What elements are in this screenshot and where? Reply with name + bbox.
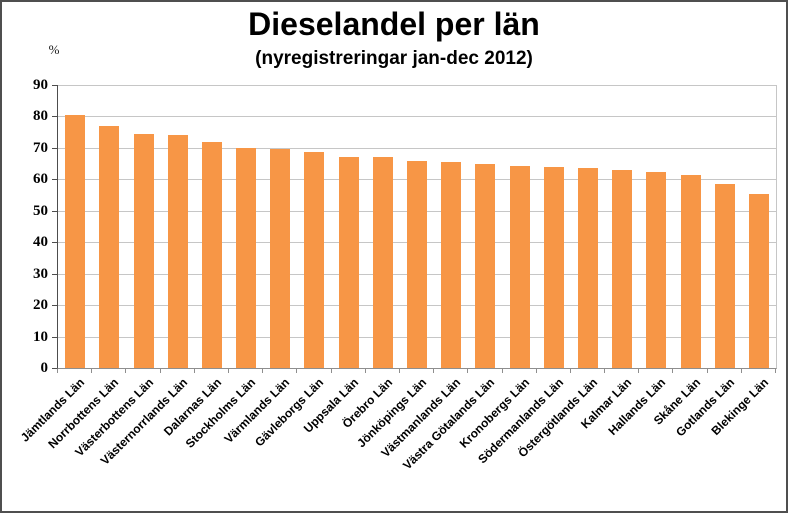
y-axis-tick (52, 305, 57, 306)
y-axis-tick (52, 179, 57, 180)
y-axis-tick (52, 368, 57, 369)
x-axis-tick (159, 369, 161, 373)
bar-15 (543, 167, 564, 368)
chart-title: Dieselandel per län (248, 6, 540, 42)
y-axis-unit-label: % (48, 42, 60, 57)
bar-5 (201, 141, 222, 368)
x-axis-tick (638, 369, 640, 373)
bar-11 (407, 161, 427, 368)
x-axis-tick (775, 369, 776, 373)
bar-4 (167, 135, 188, 368)
y-axis-tick-label: 20 (33, 297, 48, 313)
y-axis-tick-label: 90 (33, 77, 48, 93)
y-axis-tick-label: 40 (33, 234, 48, 250)
bar-17 (612, 169, 633, 368)
y-axis-tick-label: 70 (33, 140, 48, 156)
plot-area (57, 85, 777, 369)
x-axis-tick (467, 369, 469, 373)
bar-9 (338, 157, 359, 368)
bar-21 (748, 193, 769, 368)
x-axis-tick (501, 369, 503, 373)
x-axis-tick (706, 369, 708, 373)
gridline-80 (58, 116, 776, 117)
bar-16 (578, 168, 598, 368)
bar-14 (509, 166, 530, 368)
y-axis-tick (52, 337, 57, 338)
y-axis-tick-label: 30 (33, 266, 48, 282)
x-axis-tick (193, 369, 195, 373)
x-axis-tick (91, 369, 93, 373)
bar-12 (441, 162, 462, 368)
x-axis-tick (398, 369, 400, 373)
bar-6 (236, 148, 256, 368)
x-axis-tick (604, 369, 605, 373)
x-axis-tick (228, 369, 229, 373)
y-axis-tick (52, 85, 57, 86)
y-axis-tick (52, 211, 57, 212)
y-axis-tick (52, 116, 57, 117)
x-axis-tick (330, 369, 332, 373)
y-axis-tick-label: 80 (33, 108, 48, 124)
y-axis-tick (52, 274, 57, 275)
x-axis-tick (535, 369, 537, 373)
chart-subtitle: (nyregistreringar jan-dec 2012) (255, 48, 533, 69)
y-axis-tick (52, 242, 57, 243)
bar-1 (65, 114, 86, 368)
x-axis-tick (740, 369, 742, 373)
bar-3 (133, 134, 154, 368)
bar-19 (680, 174, 701, 368)
x-axis-tick (57, 369, 58, 373)
x-axis-tick (296, 369, 298, 373)
bar-18 (646, 172, 667, 368)
x-axis-tick (433, 369, 435, 373)
x-axis-tick (569, 369, 571, 373)
y-axis-tick-label: 0 (40, 360, 49, 376)
x-axis-tick (125, 369, 127, 373)
x-axis-tick (364, 369, 366, 373)
x-axis-tick (672, 369, 674, 373)
bar-10 (372, 157, 393, 368)
bar-7 (270, 148, 291, 368)
bar-20 (714, 183, 735, 368)
y-axis-tick-label: 50 (33, 203, 48, 219)
x-axis-tick (262, 369, 264, 373)
y-axis-tick-label: 10 (33, 329, 48, 345)
y-axis-tick-label: 60 (33, 171, 48, 187)
gridline-90 (58, 85, 776, 86)
bar-13 (475, 163, 496, 368)
y-axis-tick (52, 148, 57, 149)
bar-8 (304, 151, 325, 368)
bar-2 (99, 125, 120, 368)
gridline-70 (58, 148, 776, 149)
